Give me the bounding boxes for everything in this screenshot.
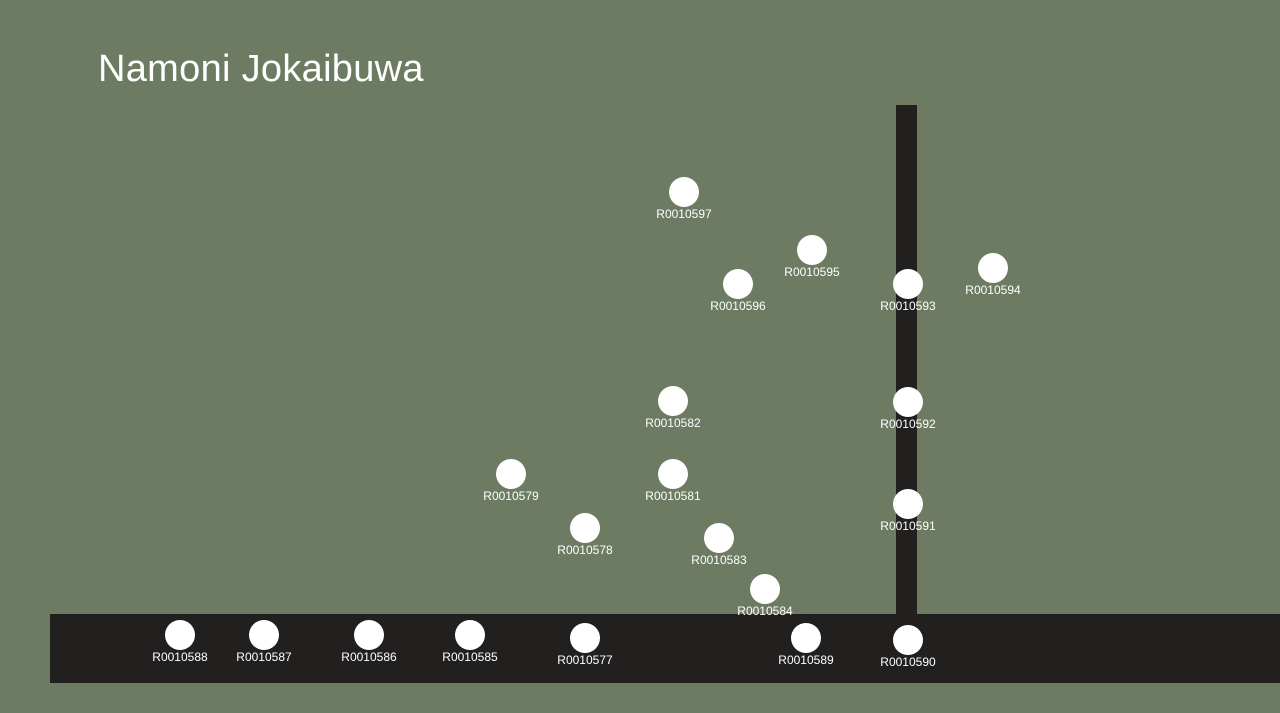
- point-label: R0010585: [442, 650, 498, 664]
- point-dot[interactable]: [893, 387, 923, 417]
- point-label: R0010595: [784, 265, 840, 279]
- point-dot[interactable]: [658, 386, 688, 416]
- point-label: R0010591: [880, 519, 936, 533]
- point-dot[interactable]: [893, 489, 923, 519]
- point-label: R0010577: [557, 653, 613, 667]
- point-label: R0010592: [880, 417, 936, 431]
- point-label: R0010593: [880, 299, 936, 313]
- map-title: Namoni Jokaibuwa: [98, 48, 424, 90]
- point-dot[interactable]: [354, 620, 384, 650]
- point-dot[interactable]: [165, 620, 195, 650]
- point-dot[interactable]: [570, 513, 600, 543]
- point-dot[interactable]: [669, 177, 699, 207]
- point-dot[interactable]: [893, 625, 923, 655]
- point-dot[interactable]: [570, 623, 600, 653]
- point-dot[interactable]: [455, 620, 485, 650]
- point-label: R0010583: [691, 553, 747, 567]
- point-label: R0010594: [965, 283, 1021, 297]
- point-label: R0010582: [645, 416, 701, 430]
- point-dot[interactable]: [893, 269, 923, 299]
- point-dot[interactable]: [658, 459, 688, 489]
- point-label: R0010597: [656, 207, 712, 221]
- point-label: R0010584: [737, 604, 793, 618]
- point-label: R0010596: [710, 299, 766, 313]
- point-dot[interactable]: [704, 523, 734, 553]
- point-dot[interactable]: [797, 235, 827, 265]
- point-label: R0010581: [645, 489, 701, 503]
- point-dot[interactable]: [723, 269, 753, 299]
- point-label: R0010578: [557, 543, 613, 557]
- point-label: R0010589: [778, 653, 834, 667]
- point-label: R0010588: [152, 650, 208, 664]
- point-dot[interactable]: [791, 623, 821, 653]
- point-label: R0010586: [341, 650, 397, 664]
- point-dot[interactable]: [978, 253, 1008, 283]
- point-label: R0010590: [880, 655, 936, 669]
- point-label: R0010579: [483, 489, 539, 503]
- horizontal-road: [50, 614, 1280, 683]
- point-dot[interactable]: [750, 574, 780, 604]
- point-dot[interactable]: [496, 459, 526, 489]
- point-label: R0010587: [236, 650, 292, 664]
- vertical-road: [896, 105, 917, 614]
- point-dot[interactable]: [249, 620, 279, 650]
